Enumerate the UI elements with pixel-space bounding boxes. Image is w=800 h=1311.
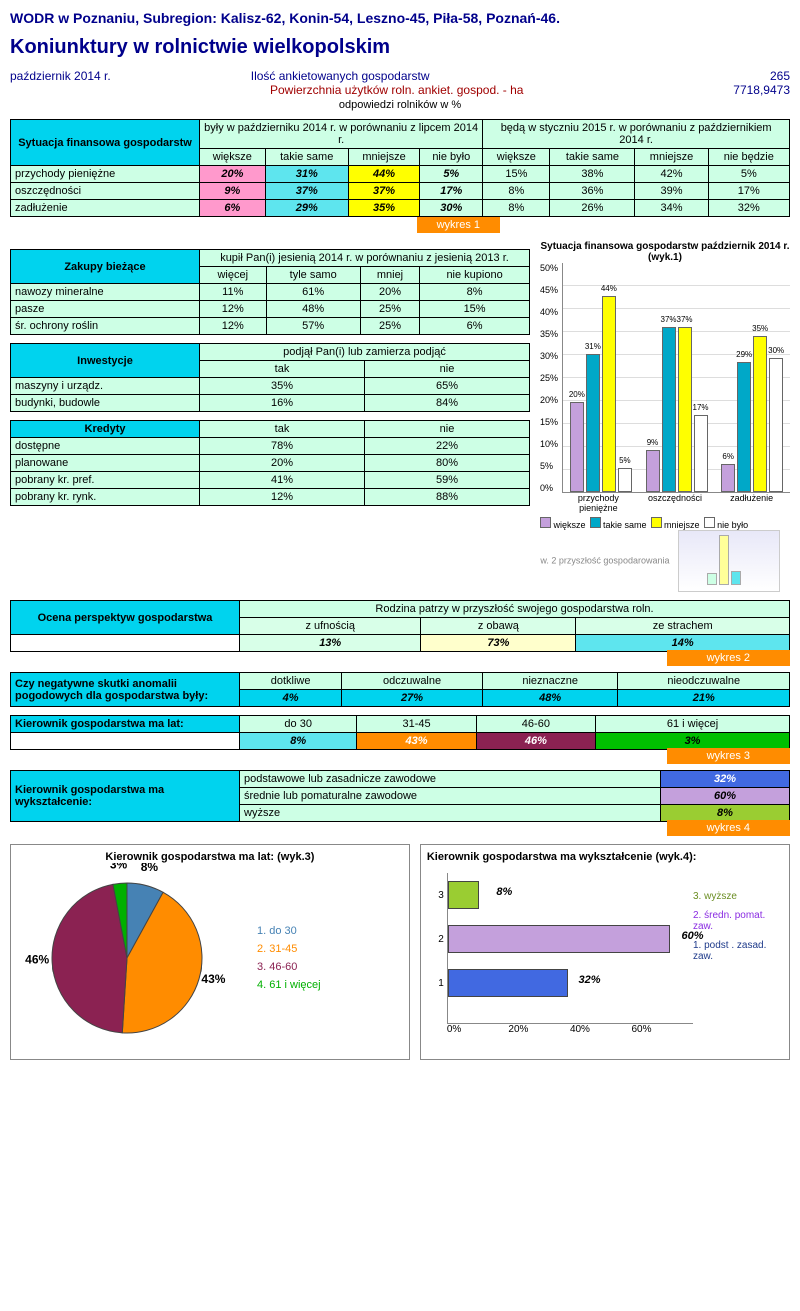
svg-text:43%: 43%: [201, 972, 225, 986]
page-title: Koniunktury w rolnictwie wielkopolskim: [10, 36, 790, 59]
table-investments: Inwestycje podjął Pan(i) lub zamierza po…: [10, 343, 530, 412]
chart-4: Kierownik gospodarstwa ma wykształcenie …: [420, 844, 790, 1060]
area-value: 7718,9473: [733, 83, 790, 97]
svg-text:46%: 46%: [25, 953, 49, 967]
table-credits: Kredyty tak nie dostępne78%22%planowane2…: [10, 420, 530, 506]
table-purchases: Zakupy bieżące kupił Pan(i) jesienią 201…: [10, 249, 530, 335]
chart-2-mini: w. 2 przyszłość gospodarowania: [10, 530, 780, 592]
count-value: 265: [770, 69, 790, 83]
svg-text:8%: 8%: [141, 863, 159, 874]
table-outlook: Ocena perspektyw gospodarstwa Rodzina pa…: [10, 600, 790, 664]
table-financial: Sytuacja finansowa gospodarstw były w pa…: [10, 119, 790, 233]
wykres1-link[interactable]: wykres 1: [417, 217, 500, 233]
svg-text:3%: 3%: [110, 863, 128, 871]
wykres2-link[interactable]: wykres 2: [667, 650, 790, 666]
t1-title: Sytuacja finansowa gospodarstw: [11, 120, 200, 166]
date-label: październik 2014 r.: [10, 69, 111, 83]
wykres3-link[interactable]: wykres 3: [667, 748, 790, 764]
table-weather: Czy negatywne skutki anomalii pogodowych…: [10, 672, 790, 707]
resp-pct: odpowiedzi rolników w %: [10, 99, 790, 111]
chart-1: Sytuacja finansowa gospodarstw październ…: [540, 241, 790, 530]
table-age: Kierownik gospodarstwa ma lat: do 3031-4…: [10, 715, 790, 762]
header-line: WODR w Poznaniu, Subregion: Kalisz-62, K…: [10, 10, 790, 26]
count-label: Ilość ankietowanych gospodarstw: [251, 69, 770, 83]
chart-3: Kierownik gospodarstwa ma lat: (wyk.3) 8…: [10, 844, 410, 1060]
area-label: Powierzchnia użytków roln. ankiet. gospo…: [270, 83, 733, 97]
wykres4-link[interactable]: wykres 4: [667, 820, 790, 836]
table-education: Kierownik gospodarstwa ma wykształcenie:…: [10, 770, 790, 834]
